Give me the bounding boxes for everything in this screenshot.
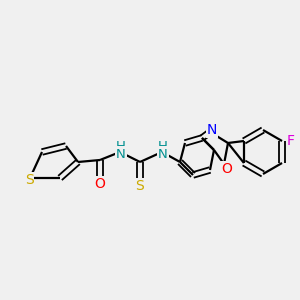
Text: N: N xyxy=(158,148,168,160)
Text: H: H xyxy=(158,140,168,152)
Text: N: N xyxy=(207,123,217,137)
Text: S: S xyxy=(136,179,144,193)
Text: H: H xyxy=(116,140,126,152)
Text: N: N xyxy=(116,148,126,160)
Text: S: S xyxy=(25,173,33,187)
Text: O: O xyxy=(222,162,232,176)
Text: O: O xyxy=(94,177,105,191)
Text: F: F xyxy=(287,134,295,148)
